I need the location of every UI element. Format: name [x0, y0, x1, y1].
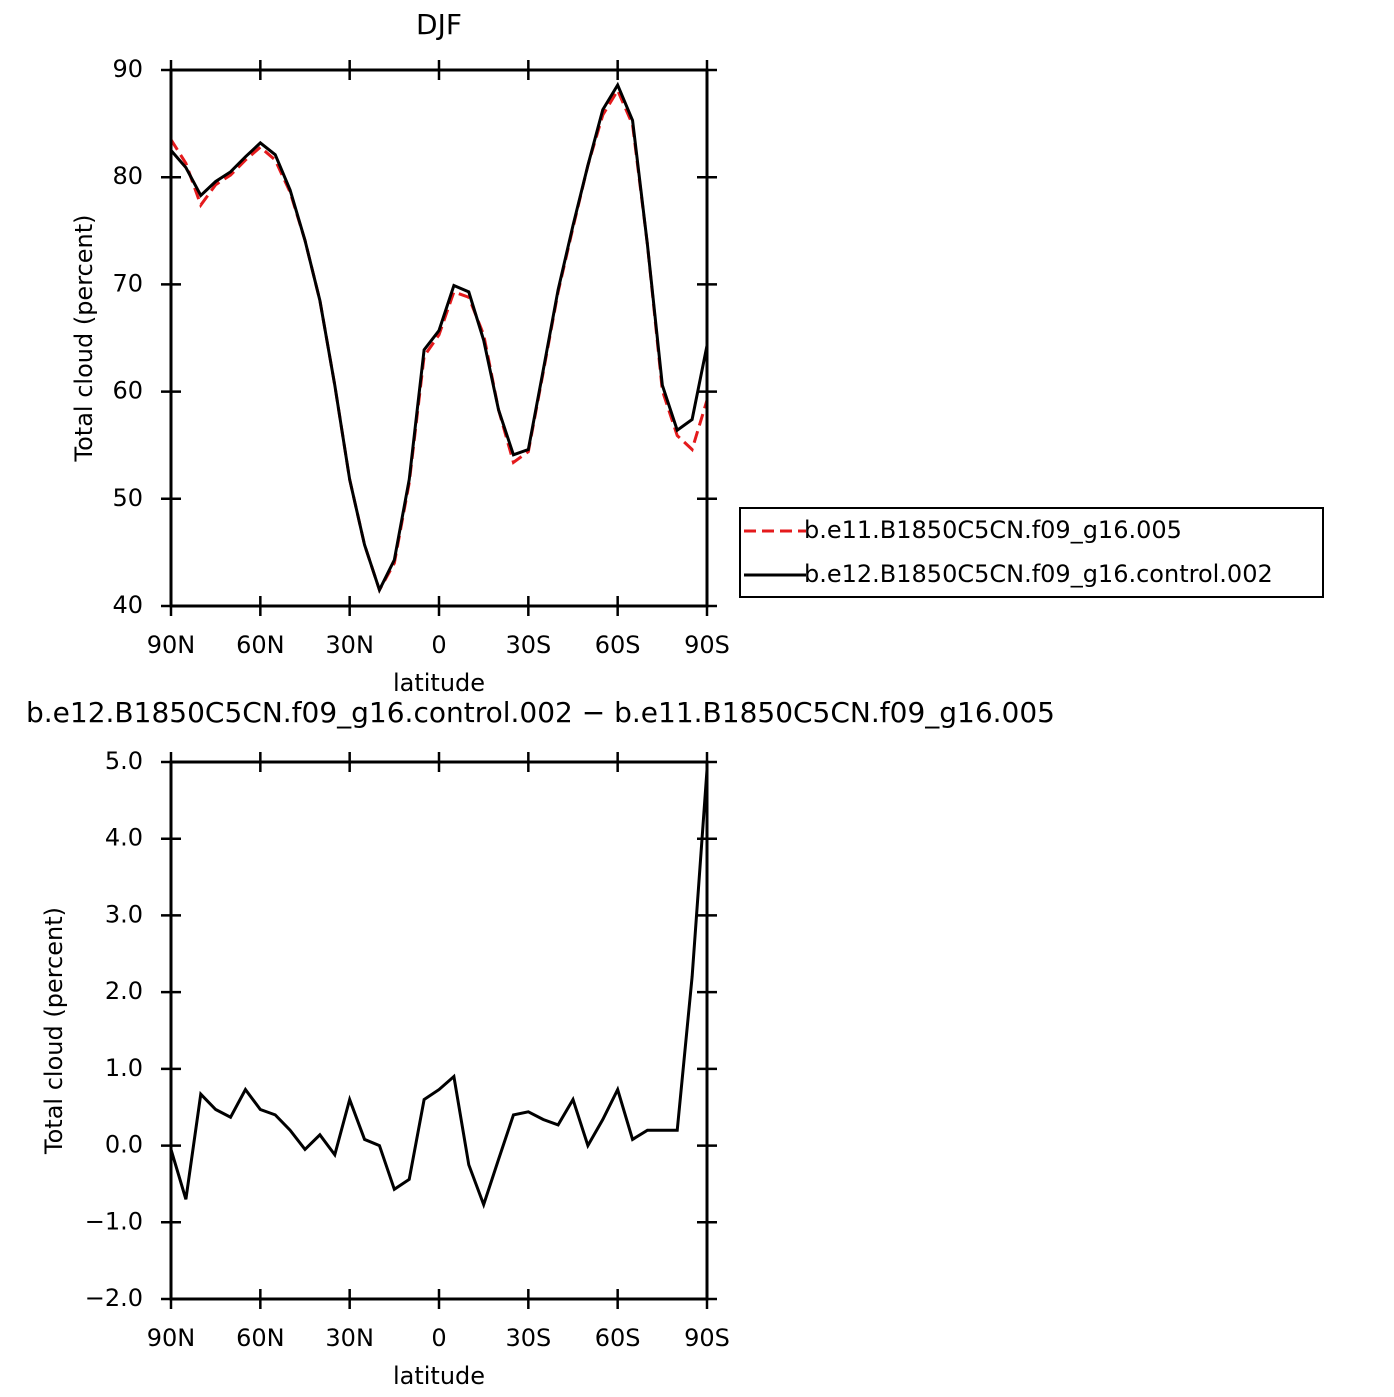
series-line [169, 87, 709, 594]
x-tick-label: 60S [595, 1324, 641, 1352]
plot-frame [169, 760, 709, 1301]
y-axis-label: Total cloud (percent) [40, 907, 68, 1155]
legend-label: b.e12.B1850C5CN.f09_g16.control.002 [804, 560, 1273, 588]
x-tick-label: 90N [147, 1324, 196, 1352]
x-tick-label: 60N [236, 631, 285, 659]
legend-label: b.e11.B1850C5CN.f09_g16.005 [804, 516, 1182, 544]
chart-title: DJF [416, 8, 462, 41]
x-tick-label: 90N [147, 631, 196, 659]
y-tick-label: −2.0 [85, 1284, 143, 1312]
plot-frame [169, 68, 709, 608]
chart-title: b.e12.B1850C5CN.f09_g16.control.002 − b.… [26, 696, 1055, 729]
series-line [169, 769, 709, 1210]
y-tick-label: 40 [112, 591, 143, 619]
x-tick-label: 30S [505, 631, 551, 659]
x-tick-label: 30N [325, 631, 374, 659]
y-tick-label: 80 [112, 162, 143, 190]
x-tick-label: 90S [684, 1324, 730, 1352]
y-tick-label: 90 [112, 55, 143, 83]
legend-box [739, 507, 1324, 598]
x-tick-label: 30N [325, 1324, 374, 1352]
y-tick-label: −1.0 [85, 1207, 143, 1235]
x-tick-label: 30S [505, 1324, 551, 1352]
y-axis-label: Total cloud (percent) [70, 215, 98, 463]
x-tick-label: 0 [431, 631, 446, 659]
x-tick-label: 60N [236, 1324, 285, 1352]
y-tick-label: 1.0 [105, 1054, 143, 1082]
x-axis-label: latitude [393, 669, 485, 697]
x-tick-label: 60S [595, 631, 641, 659]
x-tick-label: 0 [431, 1324, 446, 1352]
x-axis-label: latitude [393, 1362, 485, 1390]
y-tick-label: 5.0 [105, 747, 143, 775]
y-tick-label: 0.0 [105, 1131, 143, 1159]
y-tick-label: 70 [112, 269, 143, 297]
y-tick-label: 4.0 [105, 824, 143, 852]
y-tick-label: 50 [112, 484, 143, 512]
x-tick-label: 90S [684, 631, 730, 659]
series-line [169, 81, 709, 594]
y-tick-label: 60 [112, 377, 143, 405]
y-tick-label: 3.0 [105, 900, 143, 928]
y-tick-label: 2.0 [105, 977, 143, 1005]
